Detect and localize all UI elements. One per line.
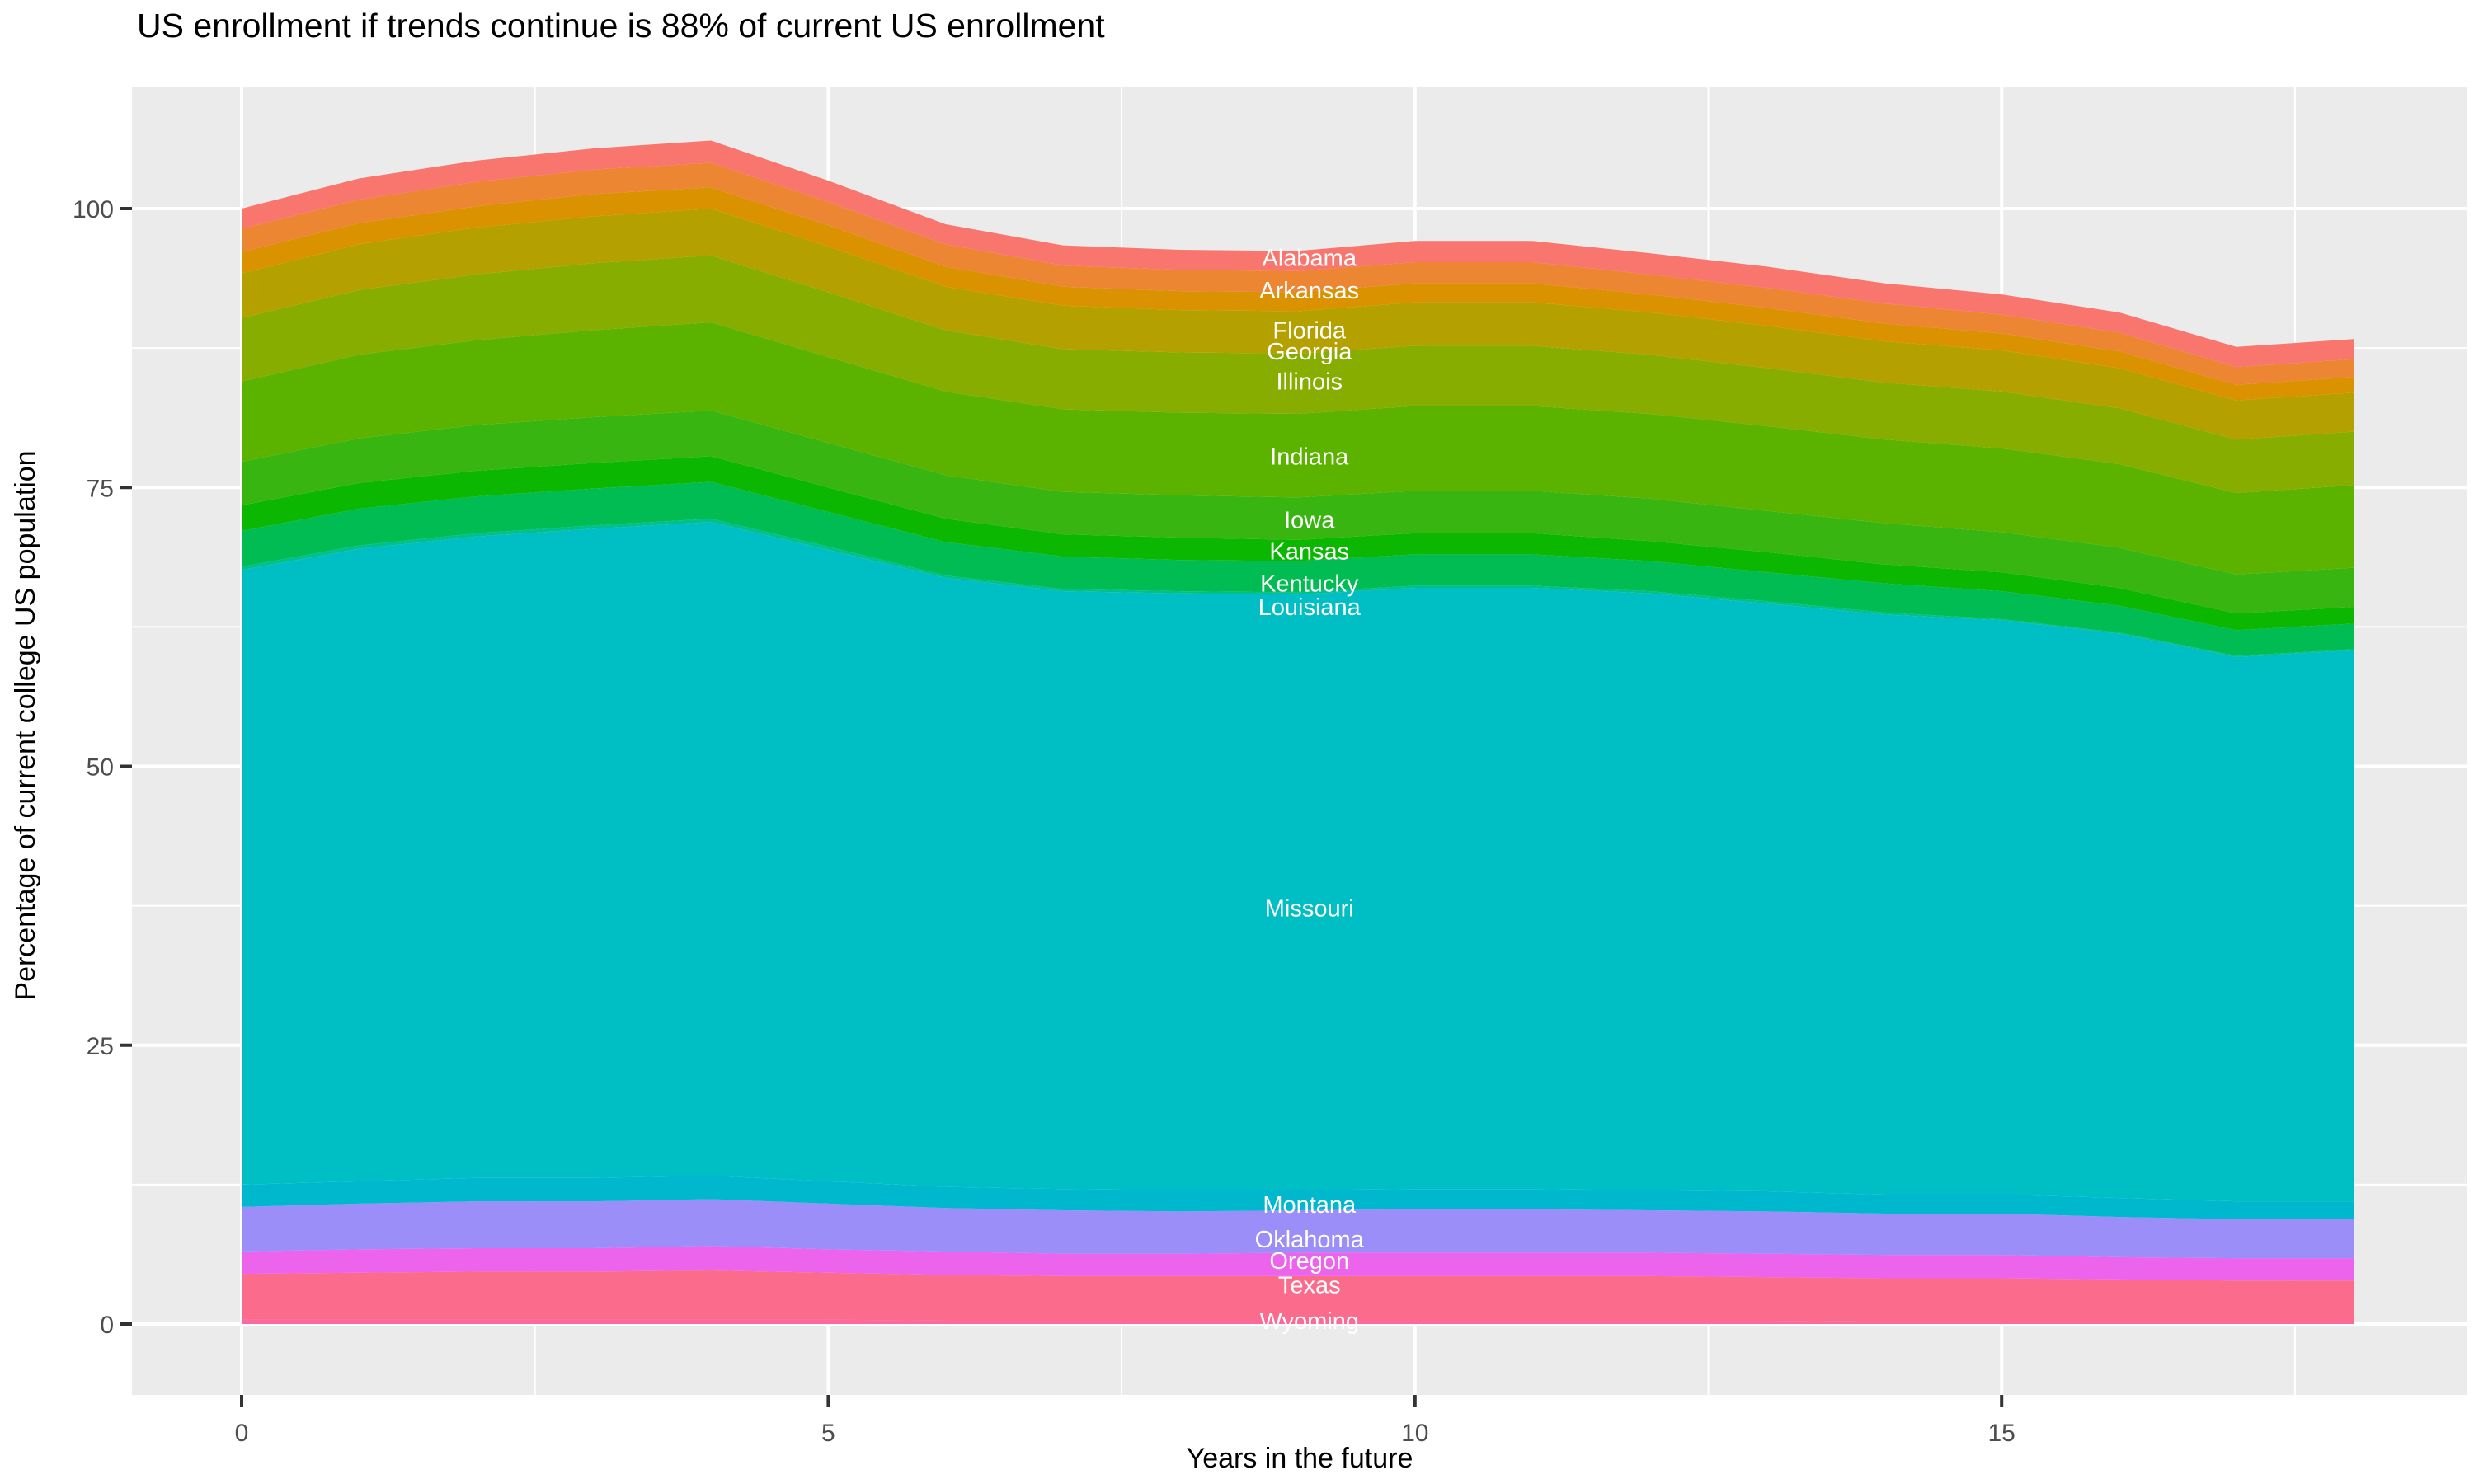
state-label-arkansas: Arkansas: [1259, 278, 1359, 304]
area-wyoming: [242, 1319, 2354, 1324]
area-georgia: [242, 209, 2354, 440]
area-arkansas: [242, 162, 2354, 385]
area-indiana: [242, 322, 2354, 575]
y-axis-title: Percentage of current college US populat…: [10, 450, 41, 1001]
state-label-kentucky: Kentucky: [1260, 571, 1359, 598]
state-label-wyoming: Wyoming: [1259, 1308, 1359, 1335]
area-oklahoma: [242, 1199, 2354, 1259]
x-tick-label: 0: [235, 1420, 249, 1447]
area-montana: [242, 1176, 2354, 1219]
state-label-oregon: Oregon: [1269, 1248, 1349, 1275]
state-label-oklahoma: Oklahoma: [1255, 1227, 1365, 1253]
area-florida: [242, 187, 2354, 401]
area-alabama: [242, 140, 2354, 368]
area-iowa: [242, 410, 2354, 614]
y-tick-label: 75: [87, 475, 114, 502]
state-label-georgia: Georgia: [1267, 339, 1352, 365]
x-axis-title: Years in the future: [1186, 1443, 1413, 1474]
area-illinois: [242, 255, 2354, 494]
state-label-montana: Montana: [1263, 1192, 1357, 1219]
y-tick-label: 50: [87, 754, 114, 782]
area-kansas: [242, 456, 2354, 631]
area-missouri: [242, 522, 2354, 1202]
area-kentucky: [242, 481, 2354, 656]
y-tick-label: 100: [73, 196, 114, 223]
area-texas: [242, 1270, 2354, 1322]
y-tick-label: 25: [87, 1033, 114, 1060]
state-label-indiana: Indiana: [1270, 444, 1349, 470]
x-tick-label: 15: [1988, 1420, 2015, 1447]
state-label-texas: Texas: [1278, 1273, 1341, 1299]
area-oregon: [242, 1246, 2354, 1281]
state-label-missouri: Missouri: [1265, 895, 1354, 922]
x-tick-label: 5: [821, 1420, 835, 1447]
chart-title: US enrollment if trends continue is 88% …: [137, 7, 1105, 45]
x-tick-label: 10: [1401, 1420, 1428, 1447]
state-label-kansas: Kansas: [1269, 538, 1349, 565]
y-tick-label: 0: [100, 1312, 114, 1339]
state-label-alabama: Alabama: [1263, 246, 1357, 272]
state-label-louisiana: Louisiana: [1258, 594, 1362, 621]
state-label-florida: Florida: [1272, 317, 1347, 344]
state-label-iowa: Iowa: [1284, 507, 1335, 533]
state-label-illinois: Illinois: [1276, 369, 1343, 396]
